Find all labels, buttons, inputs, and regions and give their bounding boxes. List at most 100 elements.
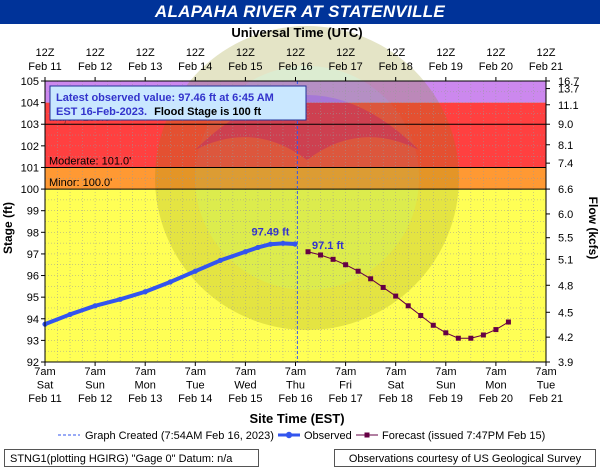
forecast-point — [443, 330, 449, 336]
stage-chart: Major: 103.0'Moderate: 101.0'Minor: 100.… — [1, 25, 600, 442]
legend: Graph Created (7:54AM Feb 16, 2023) Obse… — [58, 430, 545, 442]
x-tick-label: Sun — [85, 380, 105, 392]
x-tick-label: 7am — [235, 366, 256, 378]
x-tick-label: Sat — [37, 380, 54, 392]
category-label: Moderate: 101.0' — [49, 155, 131, 167]
info-line-2-suffix: Flood Stage is 100 ft — [154, 106, 261, 118]
forecast-point — [330, 256, 336, 262]
x-tick-label: 7am — [185, 366, 206, 378]
forecast-point — [343, 262, 349, 268]
footer-credit: Observations courtesy of US Geological S… — [334, 449, 596, 467]
forecast-point — [480, 332, 486, 338]
y-tick-label: 102 — [21, 141, 39, 153]
y-tick-label: 105 — [21, 76, 39, 88]
top-tick-label: 12Z — [436, 47, 455, 59]
forecast-point — [405, 303, 411, 309]
top-tick-label: Feb 18 — [379, 61, 413, 73]
series-layer: 97.49 ft 97.1 ft — [42, 81, 511, 362]
observed-point — [92, 303, 98, 309]
flow-tick-label: 4.8 — [558, 280, 573, 292]
forecast-point — [355, 268, 361, 274]
top-tick-label: 12Z — [386, 47, 405, 59]
y-tick-label: 100 — [21, 184, 39, 196]
flow-tick-label: 13.7 — [558, 84, 579, 96]
y-tick-label: 95 — [27, 292, 39, 304]
x-tick-label: 7am — [535, 366, 556, 378]
x-tick-label: Feb 18 — [379, 393, 413, 405]
legend-forecast-marker — [364, 432, 370, 438]
top-tick-label: Feb 17 — [328, 61, 362, 73]
top-tick-label: 12Z — [136, 47, 155, 59]
x-tick-label: Feb 21 — [529, 393, 563, 405]
x-tick-label: Wed — [234, 380, 256, 392]
x-tick-label: Feb 20 — [479, 393, 513, 405]
x-tick-label: Sun — [436, 380, 456, 392]
observed-point — [67, 311, 73, 318]
observed-point — [242, 249, 248, 255]
observed-point — [217, 257, 223, 264]
info-line-1: Latest observed value: 97.46 ft at 6:45 … — [56, 92, 274, 104]
forecast-point — [505, 319, 511, 325]
flow-tick-label: 9.0 — [558, 119, 573, 131]
x-tick-label: 7am — [34, 366, 55, 378]
y-tick-label: 92 — [27, 357, 39, 369]
top-tick-label: Feb 15 — [228, 61, 262, 73]
x-tick-label: 7am — [134, 366, 155, 378]
forecast-point — [380, 284, 386, 290]
flow-tick-label: 6.0 — [558, 209, 573, 221]
top-tick-label: 12Z — [86, 47, 105, 59]
x-tick-label: Feb 13 — [128, 393, 162, 405]
top-tick-label: 12Z — [486, 47, 505, 59]
y-tick-label: 93 — [27, 335, 39, 347]
forecast-point — [493, 327, 499, 333]
x-tick-label: Feb 15 — [228, 393, 262, 405]
top-tick-label: Feb 16 — [278, 61, 312, 73]
forecast-point — [318, 252, 324, 258]
top-tick-label: Feb 20 — [479, 61, 513, 73]
info-line-2-prefix: EST 16-Feb-2023. — [56, 106, 147, 118]
forecast-point — [430, 322, 436, 328]
axes-layer: 92 93 94 95 96 97 98 99 100 101 102 103 104 105 3.9 4.2… — [21, 47, 580, 405]
peak-annotation: 97.49 ft — [251, 226, 289, 238]
y-tick-label: 103 — [21, 119, 39, 131]
x-tick-label: 7am — [285, 366, 306, 378]
forecast-point — [305, 249, 311, 255]
y-tick-label: 98 — [27, 227, 39, 239]
info-line-2: EST 16-Feb-2023. Flood Stage is 100 ft — [56, 106, 261, 118]
x-tick-label: Feb 11 — [28, 393, 61, 405]
top-tick-label: 12Z — [186, 47, 205, 59]
watermark-inner — [195, 66, 419, 290]
observed-point — [192, 268, 198, 274]
forecast-point — [455, 335, 461, 341]
flow-tick-label: 5.1 — [558, 254, 573, 266]
flow-tick-label: 3.9 — [558, 357, 573, 369]
x-tick-label: 7am — [335, 366, 356, 378]
x-tick-label: Mon — [485, 380, 506, 392]
observed-point — [142, 289, 148, 295]
top-tick-label: Feb 21 — [529, 61, 563, 73]
top-tick-label: Feb 11 — [28, 61, 61, 73]
y-tick-label: 101 — [21, 162, 39, 174]
footer-datum: STNG1(plotting HGIRG) "Gage 0" Datum: n/… — [4, 449, 259, 467]
flow-tick-label: 5.5 — [558, 233, 573, 245]
observed-point — [267, 241, 274, 247]
x-tick-label: 7am — [435, 366, 456, 378]
forecast-point — [418, 313, 424, 319]
top-tick-label: 12Z — [286, 47, 305, 59]
x-tick-label: Feb 16 — [278, 393, 312, 405]
top-tick-label: 12Z — [336, 47, 355, 59]
x-tick-label: Feb 12 — [78, 393, 112, 405]
observed-point — [292, 241, 298, 247]
flow-tick-label: 16.7 — [558, 76, 579, 88]
top-tick-label: 12Z — [36, 47, 55, 59]
x-tick-label: Tue — [537, 380, 556, 392]
legend-observed-marker — [285, 431, 293, 439]
y-tick-label: 94 — [27, 314, 39, 326]
flow-tick-label: 7.4 — [558, 158, 573, 170]
x-tick-label: 7am — [385, 366, 406, 378]
observed-point — [255, 244, 261, 251]
category-label: Minor: 100.0' — [49, 177, 112, 189]
peak-annotation: 97.1 ft — [312, 240, 344, 252]
x-tick-label: Feb 14 — [178, 393, 212, 405]
flow-tick-label: 4.5 — [558, 307, 573, 319]
